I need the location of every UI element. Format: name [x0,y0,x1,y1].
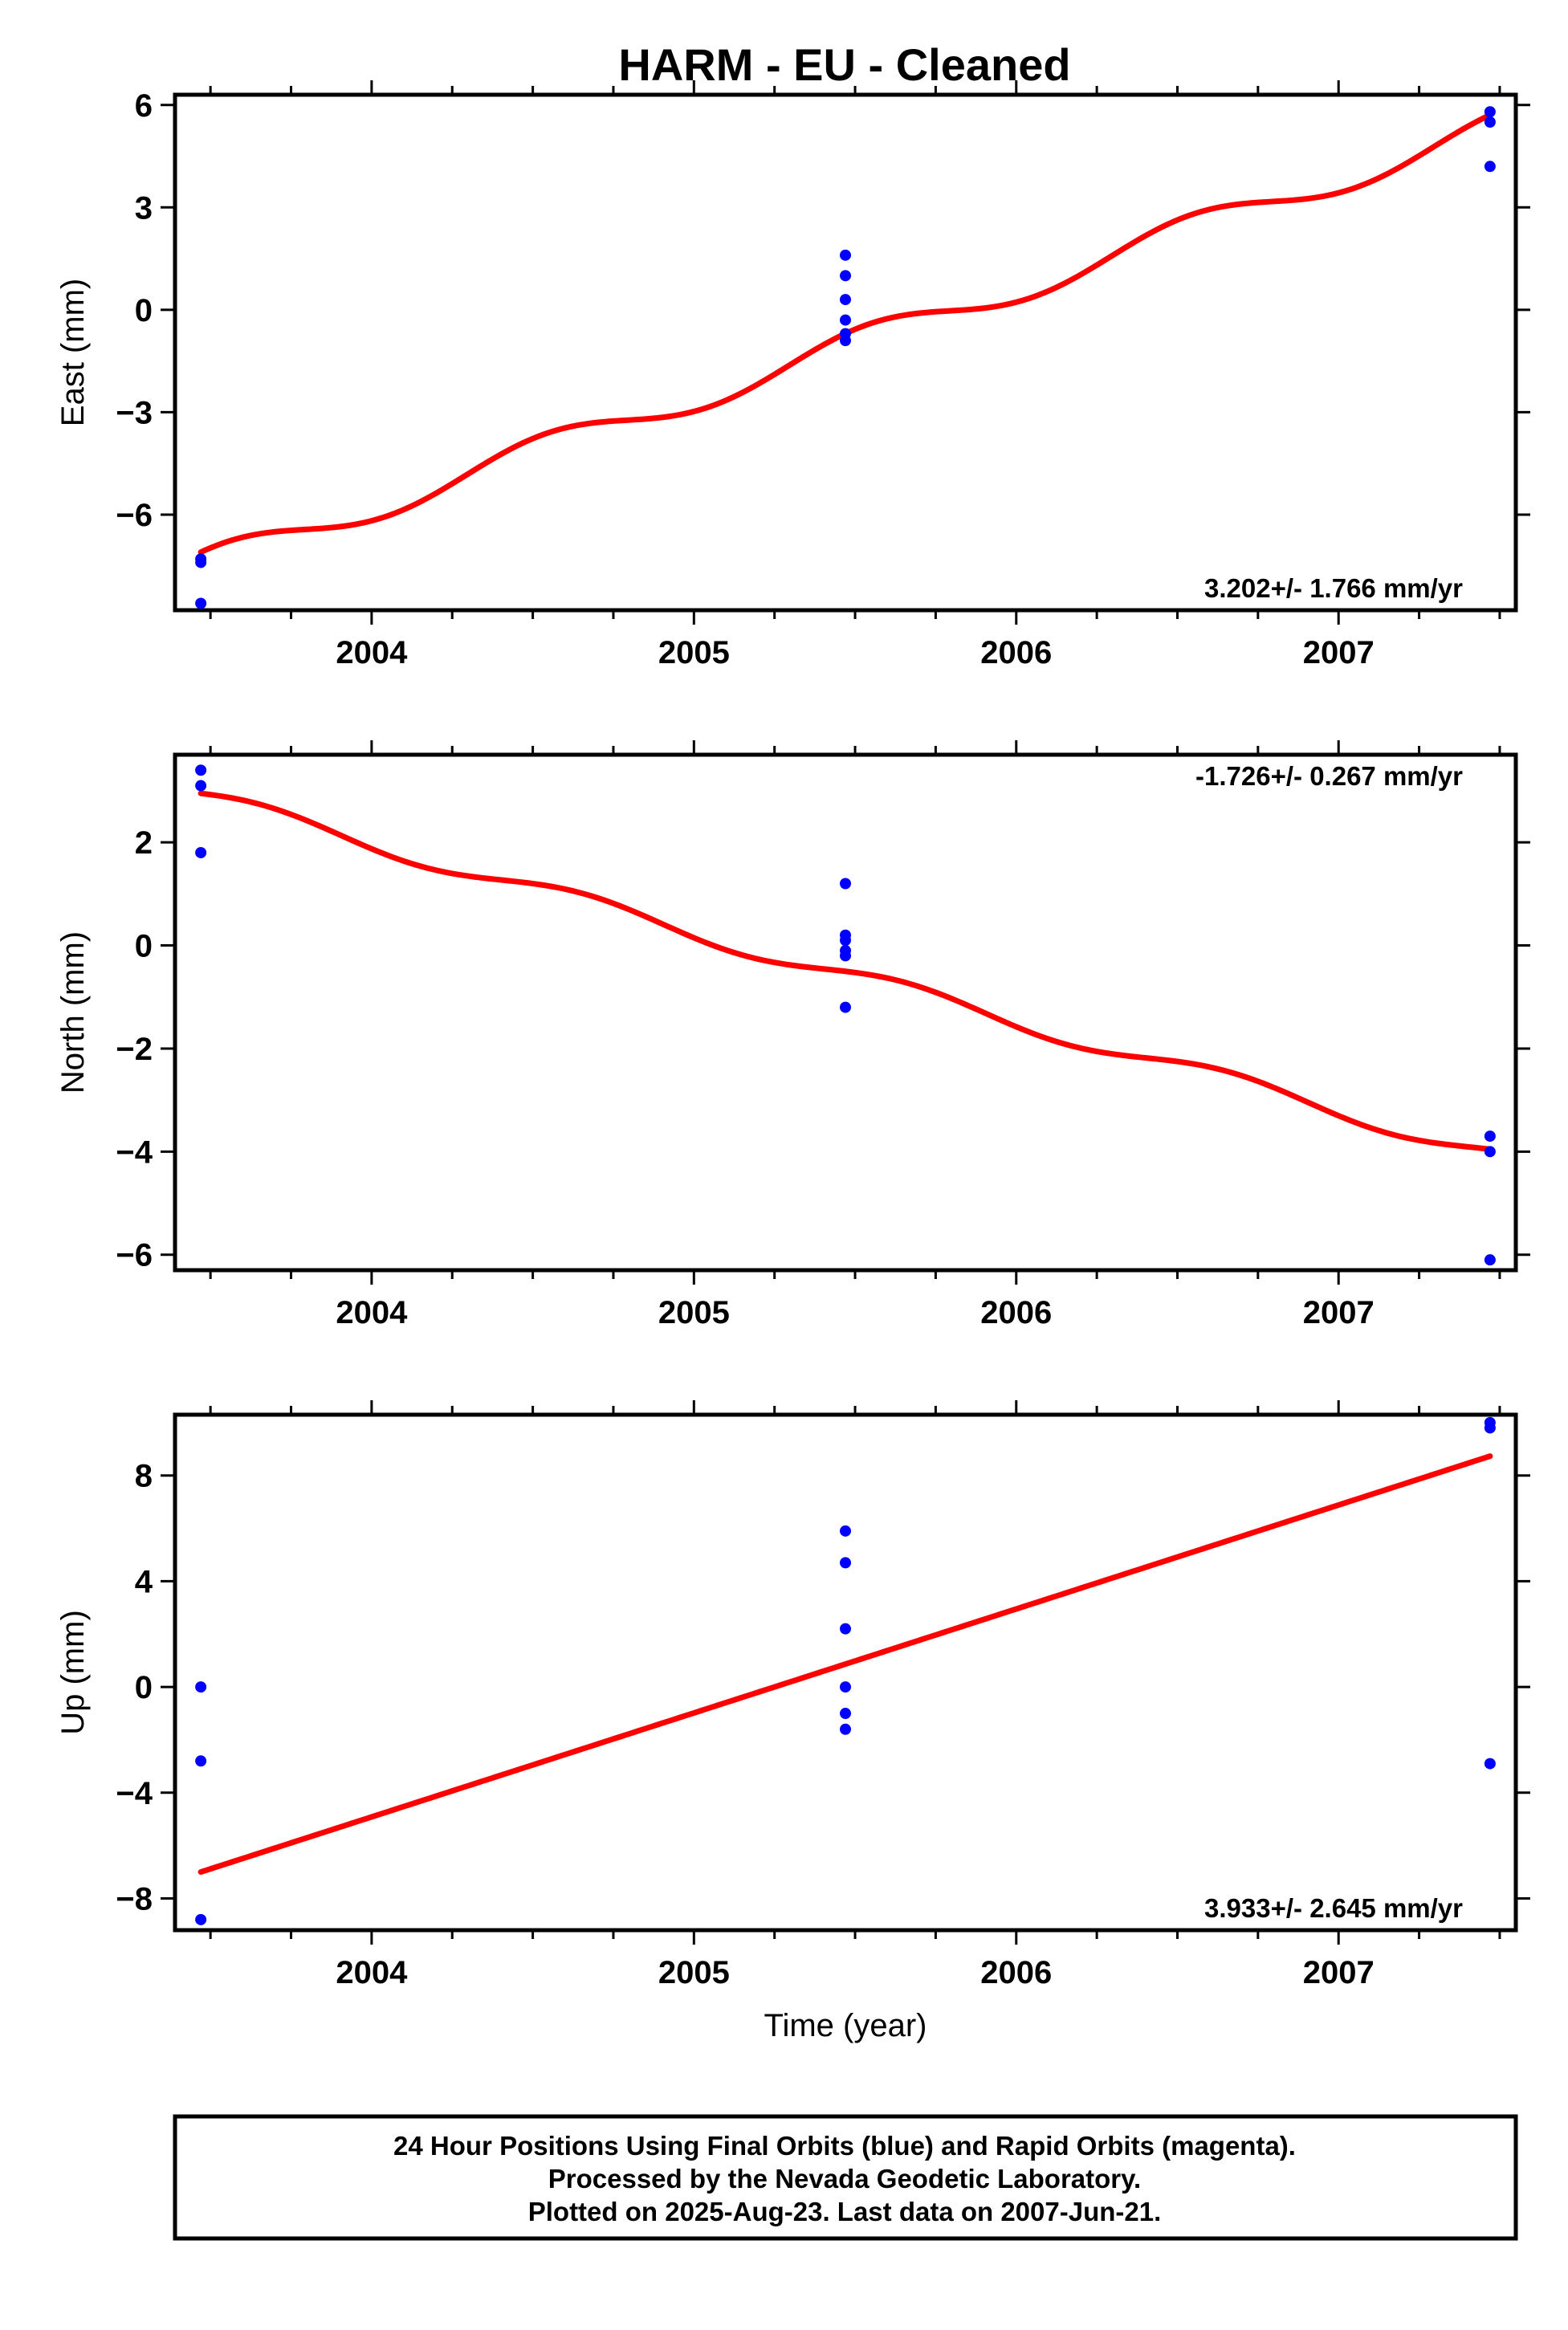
up-data-point [1484,1422,1496,1434]
north-rate-label: -1.726+/- 0.267 mm/yr [1195,761,1463,791]
east-data-point [1484,161,1496,173]
east-xtick-label: 2007 [1303,635,1375,670]
footer-box: 24 Hour Positions Using Final Orbits (bl… [173,2114,1518,2241]
north-ylabel: North (mm) [55,931,91,1094]
east-data-point [840,270,851,282]
up-data-point [840,1708,851,1720]
up-ytick-label: −4 [116,1776,153,1811]
north-data-point [195,764,207,776]
up-data-point [195,1913,207,1925]
north-data-point [840,878,851,890]
north-ytick-label: −4 [116,1134,153,1170]
up-data-point [840,1723,851,1735]
north-ytick-label: 0 [135,929,153,964]
footer-line-1: 24 Hour Positions Using Final Orbits (bl… [393,2131,1296,2161]
up-plot-frame [173,1412,1518,1933]
north-xtick-label: 2007 [1303,1295,1375,1330]
up-data-point [840,1557,851,1569]
east-xtick-label: 2004 [336,635,408,670]
up-data-point [195,1755,207,1767]
up-ylabel: Up (mm) [55,1610,91,1735]
up-data-point [840,1525,851,1537]
east-ytick-label: −3 [116,395,153,430]
north-plot-frame [173,752,1518,1273]
up-ytick-label: 8 [135,1459,153,1494]
east-plot-frame [173,92,1518,613]
north-data-point [1484,1254,1496,1266]
north-ytick-label: −2 [116,1032,153,1067]
figure-title: HARM - EU - Cleaned [618,39,1070,90]
north-data-point [195,846,207,858]
up-data-point [195,1681,207,1693]
north-fit-line [198,790,1493,1152]
east-ytick-label: 6 [135,88,153,124]
up-data-point [840,1681,851,1693]
footer-line-3: Plotted on 2025-Aug-23. Last data on 200… [528,2197,1162,2226]
up-xtick-label: 2004 [336,1955,408,1990]
east-ytick-label: −6 [116,498,153,533]
north-xtick-label: 2005 [658,1295,730,1330]
east-data-point [195,556,207,568]
east-xtick-label: 2005 [658,635,730,670]
east-data-point [840,314,851,326]
up-xlabel: Time (year) [764,2008,927,2043]
east-xtick-label: 2006 [980,635,1052,670]
north-data-point [840,950,851,962]
east-data-point [1484,116,1496,128]
east-data-point [195,597,207,609]
up-rate-label: 3.933+/- 2.645 mm/yr [1204,1893,1463,1923]
footer-line-2: Processed by the Nevada Geodetic Laborat… [548,2164,1141,2194]
up-ytick-label: 4 [135,1564,153,1599]
east-ytick-label: 0 [135,293,153,328]
east-ytick-label: 3 [135,190,153,226]
up-data-point [1484,1758,1496,1770]
up-xtick-label: 2006 [980,1955,1052,1990]
north-xtick-label: 2006 [980,1295,1052,1330]
east-data-point [1484,106,1496,118]
east-data-point [840,249,851,261]
north-data-point [1484,1146,1496,1158]
north-data-point [195,780,207,792]
north-data-point [1484,1130,1496,1143]
east-ylabel: East (mm) [55,279,91,426]
east-data-point [840,294,851,306]
north-data-point [840,935,851,947]
north-ytick-label: 2 [135,825,153,861]
north-ytick-label: −6 [116,1238,153,1273]
north-panel: 2004 2005 2006 2007 2 0 −2 −4 −6 North (mm) -1.726… [55,740,1530,1330]
up-xtick-label: 2005 [658,1955,730,1990]
footer-frame [173,2114,1518,2241]
up-ytick-label: 0 [135,1670,153,1705]
up-xtick-label: 2007 [1303,1955,1375,1990]
north-xtick-label: 2004 [336,1295,408,1330]
up-panel: 2004 2005 2006 2007 8 4 0 −4 −8 Up (mm) Time (year… [55,1400,1530,2043]
east-rate-label: 3.202+/- 1.766 mm/yr [1204,573,1463,603]
north-data-point [840,1001,851,1013]
up-data-point [840,1623,851,1635]
up-ytick-label: −8 [116,1881,153,1917]
east-panel: 2004 2005 2006 2007 6 3 0 −3 −6 East (mm) 3.202+/-… [55,80,1530,670]
east-data-point [840,335,851,347]
up-fit-line [198,1453,1493,1876]
